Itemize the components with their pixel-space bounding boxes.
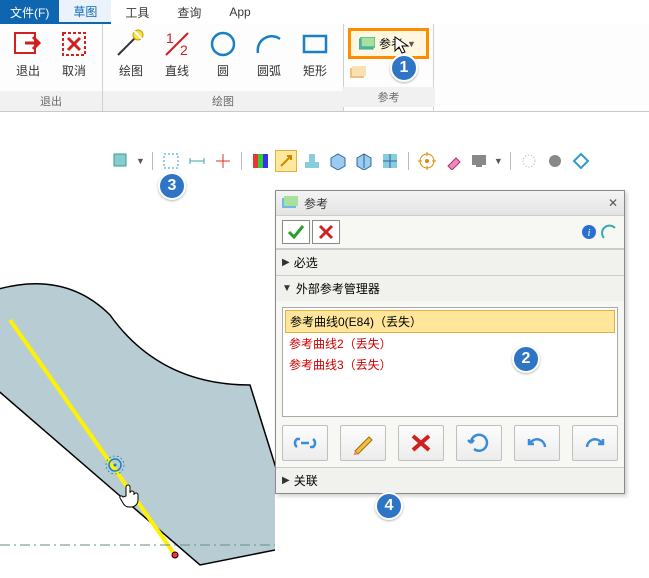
ribbon-group-reference: 参考 ▼ 参考 — [344, 24, 434, 111]
group-draw-label: 绘图 — [103, 91, 343, 111]
ts-zoom-icon[interactable] — [110, 150, 132, 172]
section-required: ▶ 必选 — [276, 249, 624, 275]
callout-2: 2 — [512, 345, 540, 373]
ts-diamond-icon[interactable] — [570, 150, 592, 172]
section-assoc-header[interactable]: ▶ 关联 — [276, 468, 624, 493]
draw-label: 绘图 — [119, 62, 143, 79]
svg-text:2: 2 — [180, 42, 188, 58]
undo-button[interactable] — [514, 425, 560, 461]
refresh-button[interactable] — [456, 425, 502, 461]
section-assoc: ▶ 关联 — [276, 467, 624, 493]
draw-button[interactable]: 绘图 — [109, 26, 153, 91]
file-tab[interactable]: 文件(F) — [0, 0, 59, 24]
tab-sketch[interactable]: 草图 — [59, 0, 111, 24]
section-required-label: 必选 — [294, 254, 318, 271]
ts-screen-icon[interactable] — [468, 150, 490, 172]
redo-button[interactable] — [572, 425, 618, 461]
chevron-down-icon: ▼ — [407, 39, 416, 49]
arc-icon — [253, 28, 285, 60]
reference-panel: 参考 ✕ i ▶ 必选 ▼ 外部参考管理器 参考曲线0(E84)（丢失） 参考曲… — [275, 190, 625, 494]
svg-text:1: 1 — [166, 30, 174, 46]
section-required-header[interactable]: ▶ 必选 — [276, 250, 624, 275]
callout-4: 4 — [375, 492, 403, 520]
callout-1: 1 — [390, 54, 418, 82]
ts-target-icon[interactable] — [416, 150, 438, 172]
section-ext-header[interactable]: ▼ 外部参考管理器 — [276, 276, 624, 301]
line-label: 直线 — [165, 62, 189, 79]
cancel-icon — [58, 28, 90, 60]
info-icon[interactable]: i — [580, 223, 598, 241]
reference-icon — [359, 37, 375, 51]
expand-down-icon: ▼ — [282, 283, 292, 294]
svg-text:i: i — [587, 227, 590, 239]
help-icon[interactable] — [600, 223, 618, 241]
ribbon-tabs: 文件(F) 草图 工具 查询 App — [0, 0, 649, 24]
delete-button[interactable] — [398, 425, 444, 461]
group-reference-label: 参考 — [342, 87, 435, 107]
reference-list[interactable]: 参考曲线0(E84)（丢失） 参考曲线2（丢失） 参考曲线3（丢失） — [282, 307, 618, 417]
arc-button[interactable]: 圆弧 — [247, 26, 291, 91]
ts-align-icon[interactable] — [301, 150, 323, 172]
line-icon: 12 — [161, 28, 193, 60]
reference-small-button[interactable] — [348, 63, 368, 83]
list-item[interactable]: 参考曲线2（丢失） — [285, 333, 615, 354]
arc-label: 圆弧 — [257, 62, 281, 79]
circle-label: 圆 — [217, 62, 229, 79]
draw-icon — [115, 28, 147, 60]
reference-label: 参考 — [379, 35, 403, 52]
ok-button[interactable] — [282, 220, 310, 244]
tab-app[interactable]: App — [215, 0, 264, 24]
edit-button[interactable] — [340, 425, 386, 461]
circle-icon — [207, 28, 239, 60]
circle-button[interactable]: 圆 — [201, 26, 245, 91]
link-button[interactable] — [282, 425, 328, 461]
cancel-label: 取消 — [62, 62, 86, 79]
ts-axis-icon[interactable] — [212, 150, 234, 172]
ribbon-body: 退出 取消 退出 绘图 12 直线 — [0, 24, 649, 112]
close-icon[interactable]: ✕ — [608, 196, 618, 210]
line-button[interactable]: 12 直线 — [155, 26, 199, 91]
cancel-button[interactable]: 取消 — [52, 26, 96, 91]
ts-eraser-icon[interactable] — [442, 150, 464, 172]
list-item[interactable]: 参考曲线3（丢失） — [285, 354, 615, 375]
ts-box1-icon[interactable] — [327, 150, 349, 172]
cancel-x-button[interactable] — [312, 220, 340, 244]
ts-arrow-icon[interactable] — [275, 150, 297, 172]
section-assoc-label: 关联 — [294, 472, 318, 489]
exit-button[interactable]: 退出 — [6, 26, 50, 91]
reference-button[interactable]: 参考 ▼ — [348, 28, 429, 59]
rect-button[interactable]: 矩形 — [293, 26, 337, 91]
list-item[interactable]: 参考曲线0(E84)（丢失） — [285, 310, 615, 333]
ts-filled-icon[interactable] — [544, 150, 566, 172]
tab-tools[interactable]: 工具 — [111, 0, 163, 24]
sketch-viewport — [0, 245, 275, 575]
tab-query[interactable]: 查询 — [163, 0, 215, 24]
ts-dim-icon[interactable] — [186, 150, 208, 172]
rect-label: 矩形 — [303, 62, 327, 79]
action-buttons — [282, 425, 618, 461]
section-ext-label: 外部参考管理器 — [296, 280, 380, 297]
ts-grid-icon[interactable] — [379, 150, 401, 172]
callout-3: 3 — [158, 172, 186, 200]
expand-right-icon: ▶ — [282, 257, 290, 268]
ts-color-icon[interactable] — [249, 150, 271, 172]
panel-title: 参考 — [304, 195, 602, 212]
ts-box2-icon[interactable] — [353, 150, 375, 172]
ts-plane-icon[interactable] — [160, 150, 182, 172]
group-exit-label: 退出 — [0, 91, 102, 111]
ribbon-group-exit: 退出 取消 退出 — [0, 24, 103, 111]
section-ext-mgr: ▼ 外部参考管理器 参考曲线0(E84)（丢失） 参考曲线2（丢失） 参考曲线3… — [276, 275, 624, 467]
ribbon-group-draw: 绘图 12 直线 圆 圆弧 — [103, 24, 344, 111]
ts-dotcircle-icon[interactable] — [518, 150, 540, 172]
panel-actions: i — [276, 215, 624, 249]
exit-label: 退出 — [16, 62, 40, 79]
panel-titlebar[interactable]: 参考 ✕ — [276, 191, 624, 215]
rect-icon — [299, 28, 331, 60]
expand-right-icon: ▶ — [282, 475, 290, 486]
exit-icon — [12, 28, 44, 60]
panel-title-icon — [282, 196, 298, 210]
view-toolbar: ▼ ▼ — [110, 150, 592, 172]
